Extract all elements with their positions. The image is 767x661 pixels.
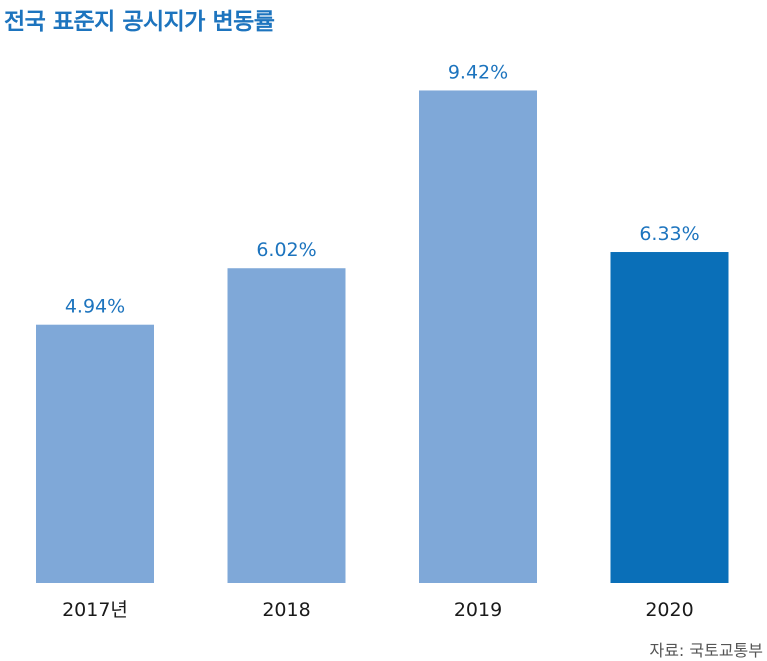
bar-2 <box>227 268 346 583</box>
bar-1 <box>36 324 154 583</box>
bar-4 <box>610 252 729 583</box>
x-tick-label-1: 2017년 <box>62 599 128 621</box>
x-tick-label-4: 2020 <box>645 599 693 621</box>
data-label-2: 6.02% <box>256 239 316 261</box>
source-note: 자료: 국토교통부 <box>649 641 763 660</box>
data-label-1: 4.94% <box>65 296 125 318</box>
x-tick-label-2: 2018 <box>262 599 310 621</box>
data-label-3: 9.42% <box>448 61 508 83</box>
chart-title: 전국 표준지 공시지가 변동률 <box>4 9 275 35</box>
data-label-4: 6.33% <box>639 223 699 245</box>
x-tick-label-3: 2019 <box>454 599 502 621</box>
bar-3 <box>419 90 537 583</box>
